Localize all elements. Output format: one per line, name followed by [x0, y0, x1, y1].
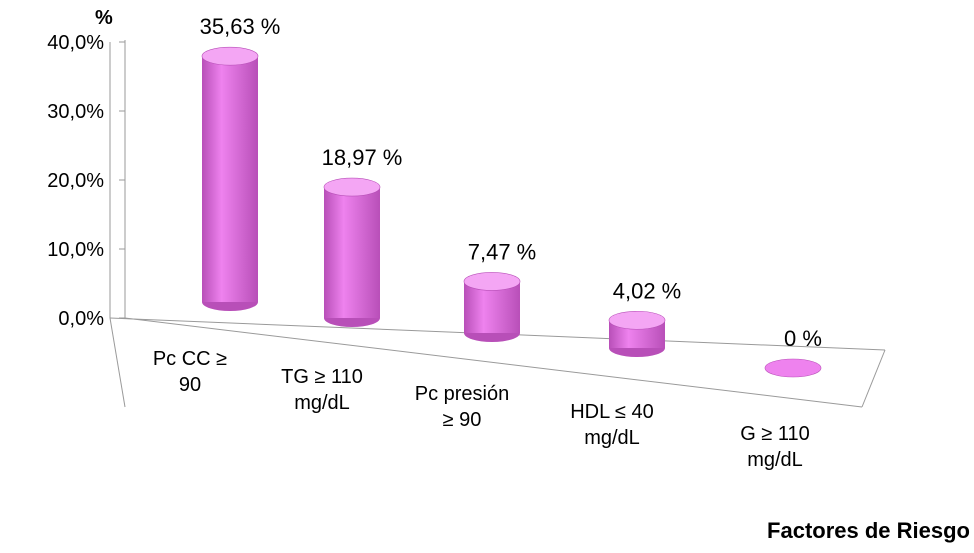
data-label: 35,63 %: [200, 14, 281, 39]
y-tick-label: 40,0%: [47, 32, 104, 54]
x-tick-label: mg/dL: [584, 427, 640, 449]
bar: [201, 46, 259, 311]
bar-body-overlay: [202, 56, 258, 302]
y-tick-label: 0,0%: [58, 308, 104, 330]
bar: [608, 310, 666, 357]
data-label: 0 %: [784, 326, 822, 351]
y-tick-label: 20,0%: [47, 170, 104, 192]
x-tick-label: Pc CC ≥: [153, 348, 227, 370]
y-tick-label: 30,0%: [47, 101, 104, 123]
bar-body-overlay: [324, 187, 380, 318]
x-tick-label: 90: [179, 374, 201, 396]
x-tick-label: mg/dL: [294, 392, 350, 414]
y-axis-label: %: [95, 7, 113, 29]
x-tick-label: G ≥ 110: [740, 423, 810, 445]
bar-flat: [764, 358, 822, 378]
bar: [323, 177, 381, 327]
bar: [463, 272, 521, 342]
floor-right-edge: [861, 349, 886, 408]
floor-left-edge: [109, 317, 126, 408]
bar-top: [323, 177, 381, 197]
bar-top: [201, 46, 259, 66]
data-label: 7,47 %: [468, 239, 537, 264]
bar-top: [463, 272, 521, 291]
y-tick-label: 10,0%: [47, 239, 104, 261]
x-tick-label: TG ≥ 110: [281, 366, 363, 388]
x-tick-label: Pc presión: [415, 383, 510, 405]
x-tick-label: HDL ≤ 40: [570, 401, 654, 423]
data-label: 18,97 %: [322, 145, 403, 170]
x-tick-label: mg/dL: [747, 449, 803, 471]
bar: [764, 358, 822, 378]
floor-front-edge: [124, 317, 863, 408]
data-label: 4,02 %: [613, 278, 682, 303]
bar-top: [608, 310, 666, 330]
x-axis-label: Factores de Riesgo: [767, 518, 970, 543]
x-tick-label: ≥ 90: [443, 409, 482, 431]
